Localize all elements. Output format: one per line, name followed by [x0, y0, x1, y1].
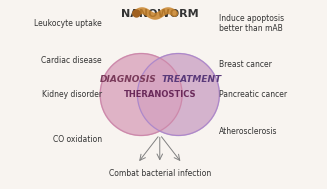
Text: Breast cancer: Breast cancer [219, 60, 272, 69]
Circle shape [100, 53, 182, 136]
Text: Combat bacterial infection: Combat bacterial infection [109, 169, 211, 178]
Text: TREATMENT: TREATMENT [161, 75, 221, 84]
Text: Cardiac disease: Cardiac disease [42, 57, 102, 65]
Circle shape [137, 53, 219, 136]
Text: CO oxidation: CO oxidation [53, 135, 102, 144]
Circle shape [137, 53, 219, 136]
Text: THERANOSTICS: THERANOSTICS [124, 90, 196, 99]
Text: Kidney disorder: Kidney disorder [42, 90, 102, 99]
Text: DIAGNOSIS: DIAGNOSIS [100, 75, 157, 84]
Text: NANOWORM: NANOWORM [121, 9, 198, 19]
Text: Atherosclerosis: Atherosclerosis [219, 127, 278, 136]
Circle shape [100, 53, 182, 136]
Text: Induce apoptosis
better than mAB: Induce apoptosis better than mAB [219, 14, 284, 33]
Text: Leukocyte uptake: Leukocyte uptake [34, 19, 102, 28]
Text: Pancreatic cancer: Pancreatic cancer [219, 90, 287, 99]
